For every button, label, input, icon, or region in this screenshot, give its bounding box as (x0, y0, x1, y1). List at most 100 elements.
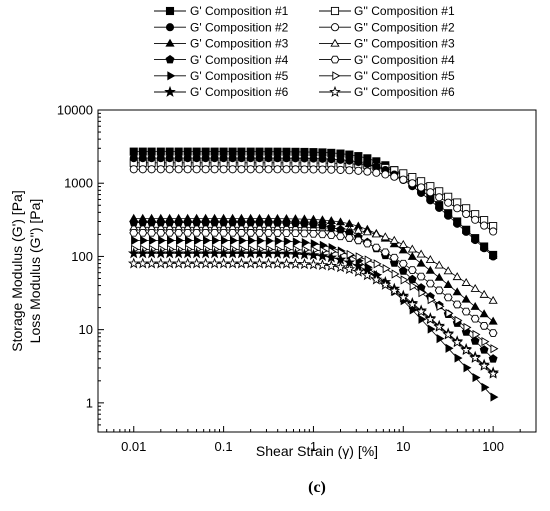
data-point (138, 154, 147, 163)
data-point (336, 165, 345, 174)
legend-marker (332, 71, 341, 81)
data-point (418, 288, 427, 298)
data-point (345, 156, 354, 165)
x-tick-label: 0.01 (121, 439, 146, 454)
data-point (265, 236, 274, 246)
legend-entry: G' Composition #4 (154, 53, 289, 67)
data-point (167, 235, 175, 246)
legend-label: G' Composition #1 (190, 4, 289, 18)
data-point (470, 283, 480, 292)
data-point (409, 305, 418, 315)
data-point (129, 217, 139, 227)
data-point (354, 157, 363, 167)
data-point (282, 154, 291, 163)
series-6 (129, 222, 498, 304)
data-point (255, 229, 264, 237)
legend-label: G'' Composition #3 (354, 37, 455, 51)
data-point (136, 247, 149, 259)
data-point (217, 257, 230, 269)
data-point (318, 221, 327, 230)
data-point (469, 351, 481, 363)
data-point (325, 259, 338, 271)
data-point (454, 315, 463, 325)
y-tick-label: 10 (79, 322, 93, 337)
data-point (273, 165, 282, 174)
data-point (416, 258, 426, 267)
data-point (373, 259, 382, 269)
data-point (300, 229, 309, 238)
data-point (190, 247, 203, 259)
y-axis-title-loss: Loss Modulus (G'') [Pa] (27, 199, 43, 344)
data-point (298, 258, 311, 270)
data-point (147, 165, 156, 174)
data-point (362, 239, 372, 248)
data-point (489, 252, 498, 261)
y-axis: 1 10 100 1000 10000 (57, 103, 104, 426)
series-4 (129, 165, 498, 236)
legend-marker (165, 23, 175, 32)
data-point (318, 154, 327, 163)
data-point (452, 272, 462, 281)
legend-entry: G'' Composition #2 (319, 20, 455, 34)
data-point (327, 165, 336, 174)
data-point (307, 258, 320, 270)
y-axis-title-storage: Storage Modulus (G') [Pa] (9, 190, 25, 351)
data-point (371, 243, 381, 252)
y-tick-label: 10000 (57, 103, 93, 118)
data-point (193, 235, 202, 246)
series-layer (127, 147, 499, 402)
data-point (127, 257, 140, 269)
data-point (444, 198, 453, 207)
data-point (219, 217, 229, 227)
data-point (283, 236, 292, 246)
legend-entry: G'' Composition #1 (319, 4, 455, 18)
data-point (454, 353, 463, 363)
data-point (282, 218, 291, 227)
legend-label: G' Composition #5 (190, 69, 289, 83)
data-point (292, 237, 301, 247)
data-point (228, 154, 237, 163)
data-point (163, 257, 176, 269)
data-point (273, 154, 282, 163)
series-8 (129, 229, 498, 337)
data-point (435, 203, 444, 212)
data-point (343, 263, 356, 275)
data-point (219, 229, 229, 237)
data-point (355, 252, 364, 262)
data-point (202, 235, 211, 246)
data-point (361, 269, 374, 281)
data-point (389, 253, 399, 262)
data-point (461, 294, 471, 303)
data-point (253, 257, 266, 269)
data-point (336, 155, 345, 164)
data-point (471, 236, 480, 245)
data-point (398, 259, 408, 268)
data-point (228, 165, 237, 174)
data-point (434, 272, 444, 281)
data-point (309, 165, 318, 174)
data-point (172, 257, 185, 269)
data-point (426, 188, 435, 197)
data-point (364, 255, 373, 265)
data-point (417, 183, 426, 192)
data-point (407, 274, 417, 284)
data-point (156, 165, 165, 174)
data-point (264, 229, 273, 237)
data-point (445, 308, 454, 318)
data-point (199, 247, 212, 259)
data-point (398, 245, 408, 254)
data-point (479, 289, 489, 298)
data-point (210, 229, 220, 237)
data-point (183, 229, 193, 237)
legend-label: G'' Composition #5 (354, 69, 455, 83)
data-point (253, 247, 266, 259)
data-point (488, 329, 498, 337)
legend-entry: G' Composition #6 (154, 85, 289, 99)
data-point (291, 229, 300, 238)
data-point (424, 313, 437, 325)
data-point (382, 264, 391, 274)
data-point (210, 217, 220, 227)
data-point (490, 344, 499, 354)
data-point (163, 247, 176, 259)
legend-marker (330, 23, 340, 32)
